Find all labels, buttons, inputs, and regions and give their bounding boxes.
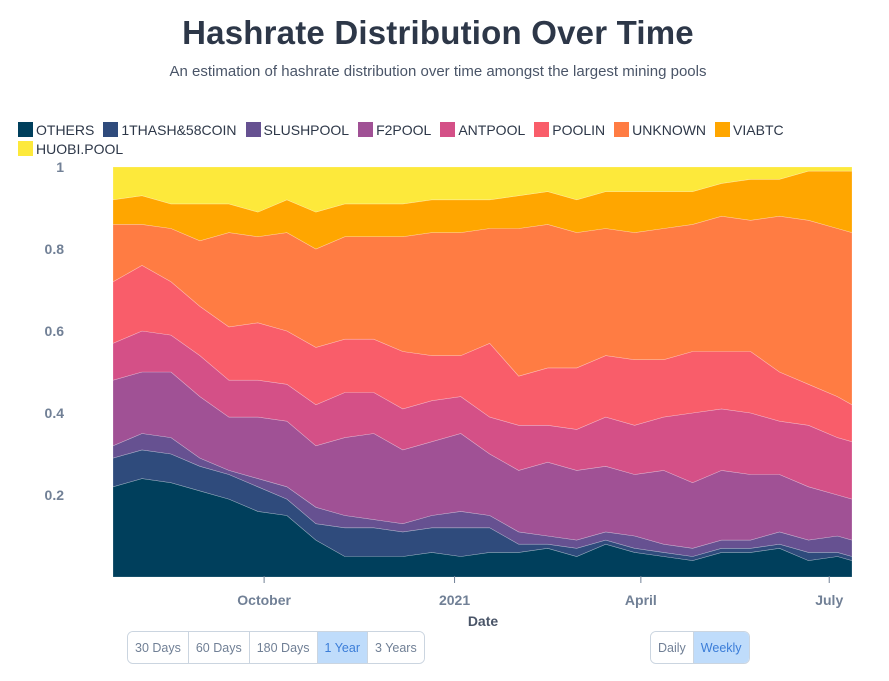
legend-swatch	[18, 141, 33, 156]
legend-swatch	[614, 122, 630, 137]
legend-swatch	[245, 122, 261, 137]
range-button[interactable]: 3 Years	[368, 632, 424, 663]
legend-label: HUOBI.POOL	[36, 140, 124, 157]
y-tick-label: 1	[56, 159, 64, 175]
y-tick-label: 0.4	[45, 405, 65, 421]
legend-label: OTHERS	[36, 121, 95, 138]
chart-subtitle: An estimation of hashrate distribution o…	[169, 63, 707, 80]
legend-label: VIABTC	[733, 121, 784, 138]
legend-item[interactable]: F2POOL	[358, 121, 431, 138]
legend-label: SLUSHPOOL	[263, 121, 350, 138]
range-button[interactable]: 60 Days	[188, 632, 250, 663]
plot-areas	[112, 166, 853, 578]
chart-title: Hashrate Distribution Over Time	[182, 14, 694, 51]
legend-item[interactable]: UNKNOWN	[614, 121, 706, 138]
legend-label: 1THASH&58COIN	[121, 121, 237, 138]
legend-label: UNKNOWN	[632, 121, 707, 138]
legend-swatch	[715, 122, 731, 137]
legend-item[interactable]: SLUSHPOOL	[245, 121, 350, 138]
legend-item[interactable]: VIABTC	[715, 121, 784, 138]
x-tick-label: 2021	[439, 592, 470, 608]
legend-swatch	[103, 122, 119, 137]
area-huobi-pool[interactable]	[112, 166, 853, 213]
y-tick-label: 0.8	[45, 241, 65, 257]
y-tick-label: 0.2	[45, 487, 65, 503]
x-axis: October 2021 April July	[237, 576, 843, 608]
legend-label: POOLIN	[552, 121, 606, 138]
legend-item[interactable]: OTHERS	[18, 121, 94, 138]
x-tick-label: July	[815, 592, 843, 608]
range-button[interactable]: 30 Days	[128, 632, 189, 663]
legend-item[interactable]: 1THASH&58COIN	[103, 121, 237, 138]
legend-swatch	[358, 122, 374, 137]
interval-button[interactable]: Daily	[651, 632, 694, 663]
interval-button[interactable]: Weekly	[693, 632, 749, 663]
x-tick-label: April	[625, 592, 657, 608]
x-axis-label: Date	[468, 613, 499, 629]
legend-swatch	[440, 122, 456, 137]
range-button-group: 30 Days 60 Days 180 Days 1 Year 3 Years	[127, 631, 425, 664]
y-tick-label: 0.6	[45, 323, 65, 339]
legend-item[interactable]: ANTPOOL	[440, 121, 525, 138]
legend: OTHERS 1THASH&58COIN SLUSHPOOL F2POOL ANTPOO…	[18, 121, 838, 157]
interval-button-group: Daily Weekly	[650, 631, 750, 664]
legend-swatch	[18, 122, 33, 137]
range-button[interactable]: 1 Year	[317, 632, 368, 663]
legend-swatch	[534, 122, 550, 137]
legend-label: ANTPOOL	[458, 121, 526, 138]
legend-label: F2POOL	[376, 121, 432, 138]
legend-item[interactable]: HUOBI.POOL	[18, 140, 123, 157]
legend-item[interactable]: POOLIN	[534, 121, 605, 138]
x-tick-label: October	[237, 592, 291, 608]
range-button[interactable]: 180 Days	[249, 632, 318, 663]
y-axis: 0.2 0.4 0.6 0.8 1	[45, 159, 65, 503]
